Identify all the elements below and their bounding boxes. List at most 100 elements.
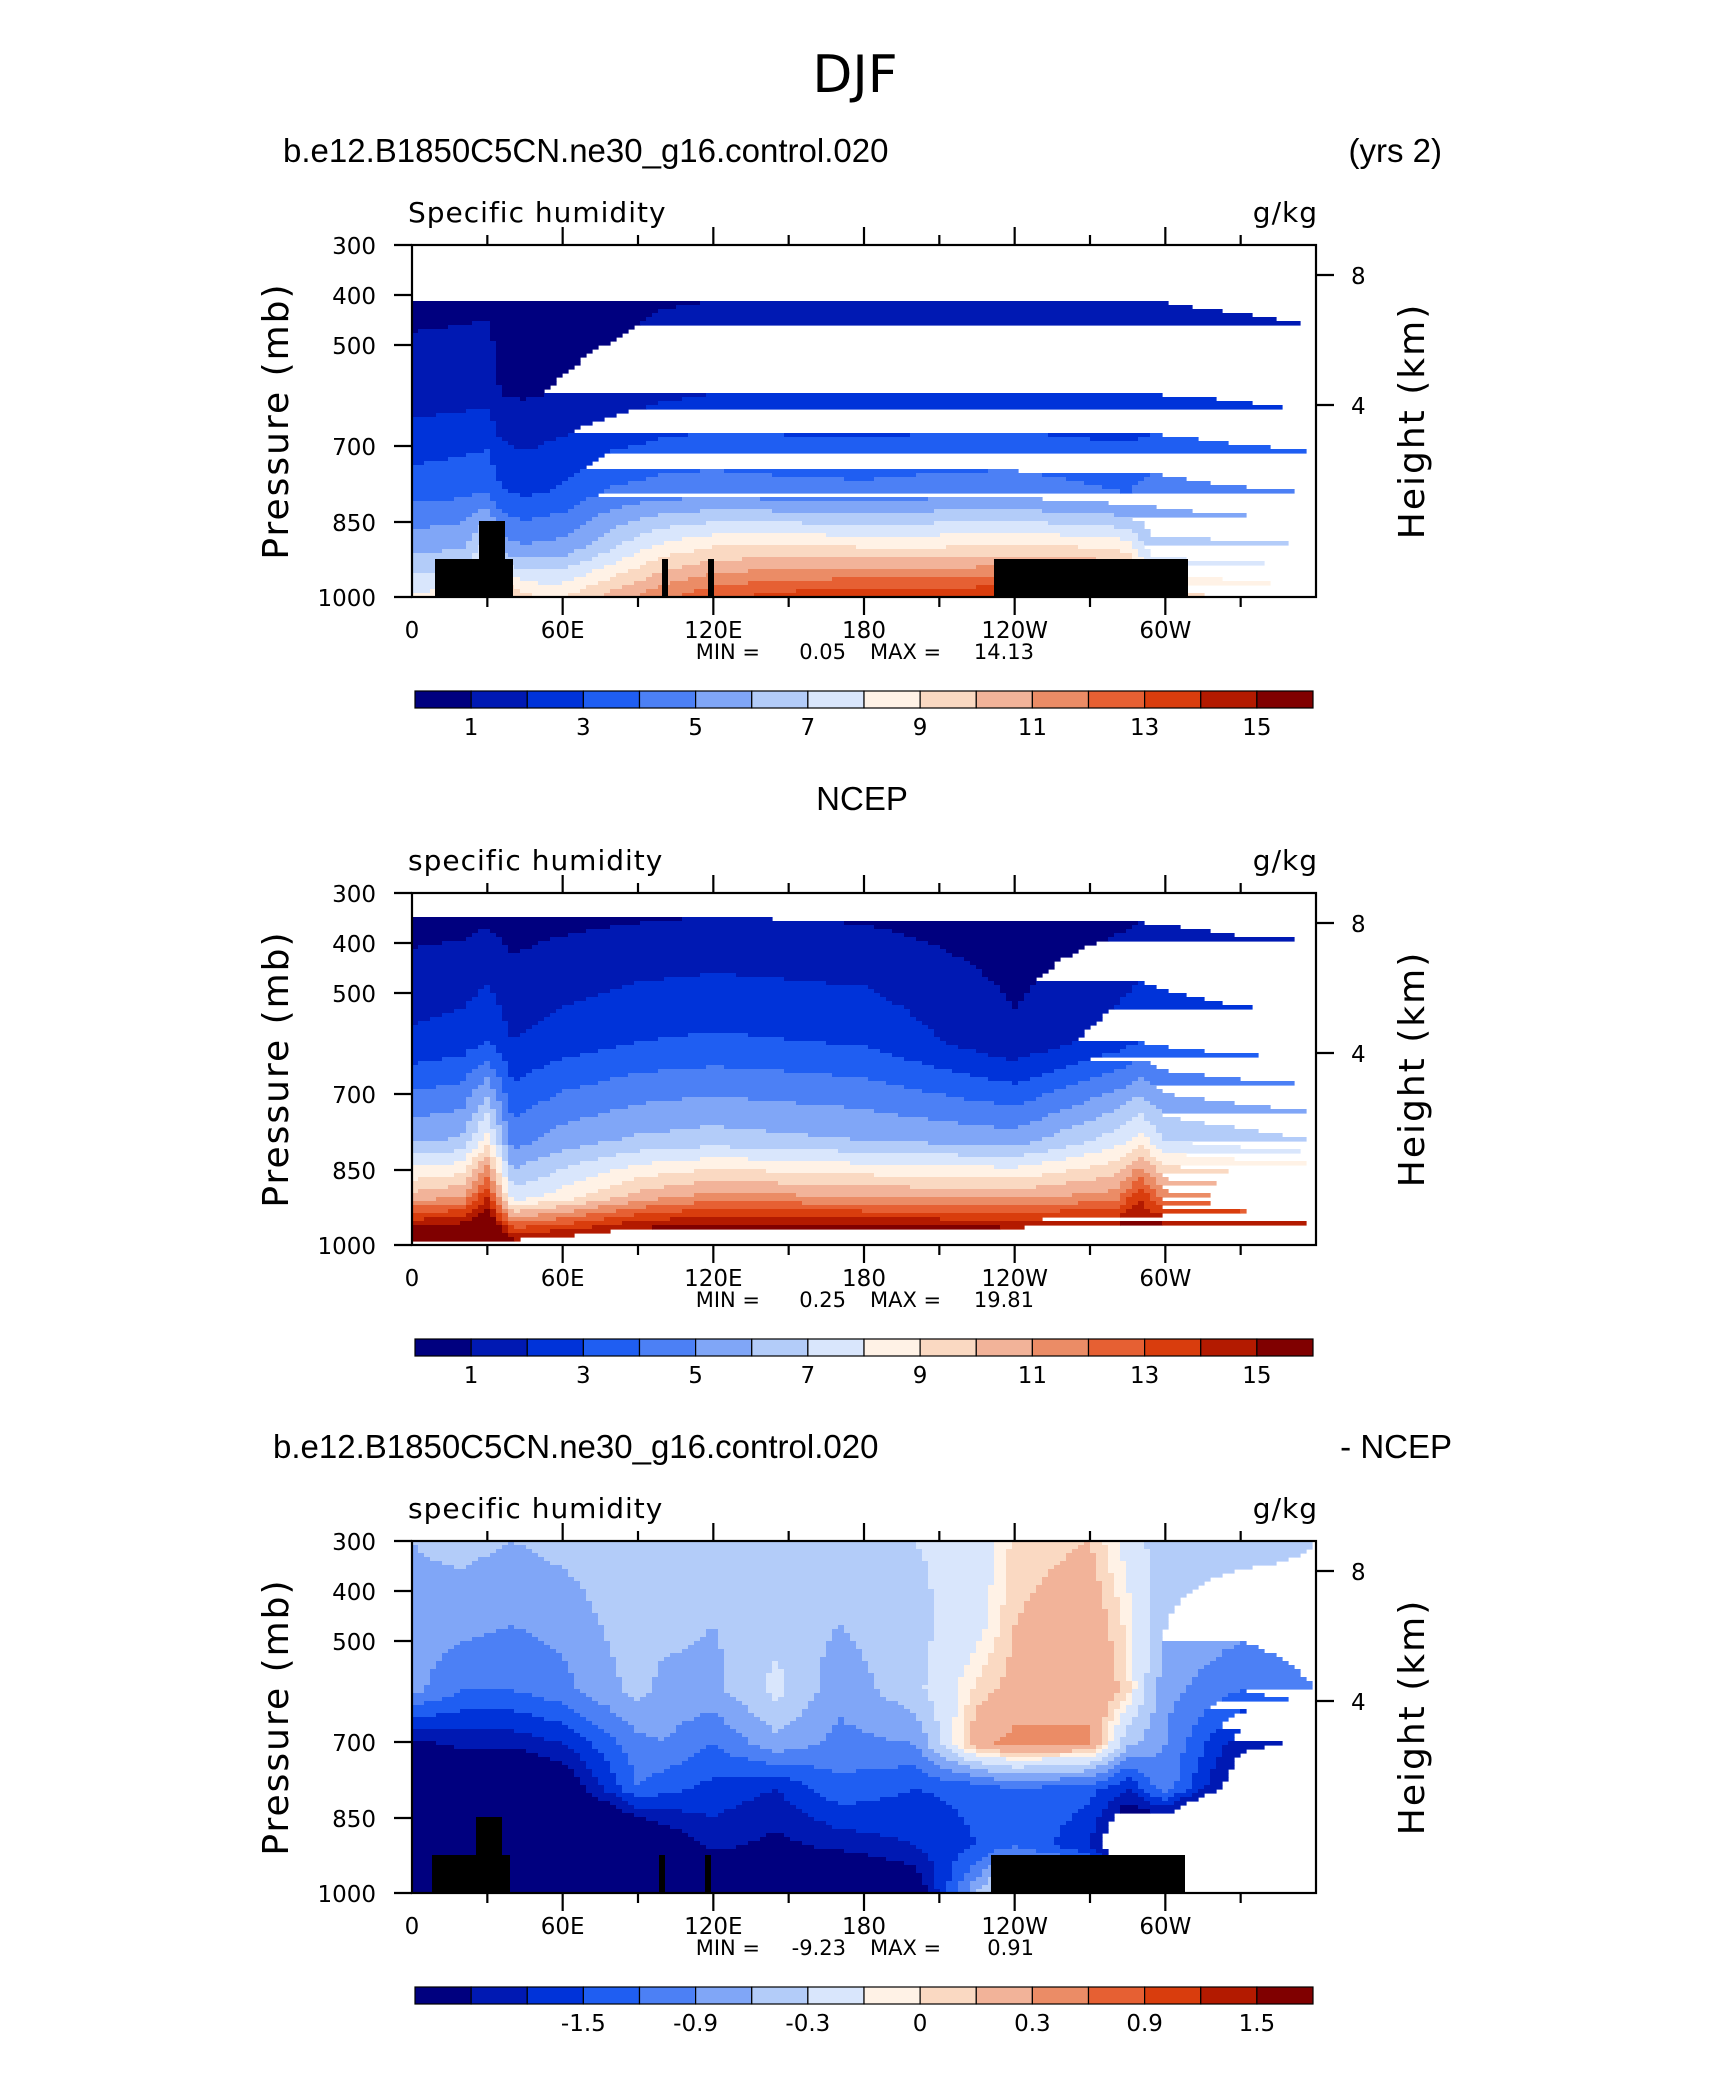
contour-cell	[1090, 1737, 1103, 1742]
contour-cell	[496, 1145, 503, 1150]
contour-cell	[880, 1689, 929, 1694]
y-tick-label: 1000	[317, 1882, 376, 1908]
contour-cell	[730, 1725, 773, 1730]
contour-cell	[454, 1645, 551, 1650]
contour-cell	[514, 1113, 521, 1118]
figure-title: DJF	[812, 45, 897, 105]
contour-cell	[508, 1201, 539, 1206]
contour-cell	[484, 1097, 491, 1102]
contour-cell	[514, 565, 569, 570]
contour-cell	[964, 1673, 983, 1678]
contour-cell	[514, 1145, 521, 1150]
contour-cell	[940, 1737, 953, 1742]
contour-cell	[1108, 1709, 1115, 1714]
contour-cell	[412, 517, 467, 522]
contour-cell	[532, 541, 593, 546]
contour-cell	[1108, 1565, 1127, 1570]
contour-cell	[904, 1705, 935, 1710]
contour-cell	[568, 1165, 629, 1170]
contour-cell	[844, 1717, 917, 1722]
contour-cell	[526, 1161, 581, 1166]
contour-cell	[412, 485, 503, 490]
contour-cell	[952, 1717, 965, 1722]
contour-cell	[1192, 1729, 1217, 1734]
contour-cell	[610, 1185, 665, 1190]
contour-cell	[694, 1181, 779, 1186]
contour-cell	[610, 1709, 749, 1714]
contour-cell	[496, 501, 581, 506]
contour-cell	[976, 1645, 995, 1650]
contour-cell	[1120, 1193, 1133, 1198]
contour-cell	[586, 1201, 629, 1206]
y-tick-label: 300	[332, 882, 376, 908]
contour-cell	[1054, 1841, 1091, 1846]
contour-cell	[1102, 1585, 1115, 1590]
contour-cell	[412, 1689, 425, 1694]
contour-cell	[466, 541, 485, 546]
contour-cell	[1108, 1621, 1121, 1626]
contour-cell	[658, 1665, 725, 1670]
contour-cell	[496, 1217, 503, 1222]
contour-cell	[412, 1581, 581, 1586]
contour-cell	[814, 1697, 887, 1702]
contour-cell	[550, 1561, 929, 1566]
contour-cell	[1120, 1205, 1133, 1210]
contour-cell	[1108, 1729, 1115, 1734]
contour-cell	[1060, 1209, 1127, 1214]
contour-cell	[904, 933, 1115, 938]
contour-cell	[946, 1041, 1073, 1046]
contour-cell	[832, 1725, 857, 1730]
contour-cell	[610, 529, 653, 534]
contour-cell	[622, 1717, 695, 1722]
contour-cell	[1036, 981, 1139, 986]
contour-cell	[1018, 1125, 1073, 1130]
contour-cell	[1138, 1041, 1145, 1046]
contour-cell	[448, 1649, 557, 1654]
contour-cell	[442, 1653, 563, 1658]
contour-cell	[1006, 1549, 1073, 1554]
contour-cell	[1144, 1733, 1169, 1738]
contour-cell	[532, 1141, 599, 1146]
contour-cell	[790, 1777, 941, 1782]
contour-cell	[994, 1689, 1121, 1694]
min-value: 0.05	[799, 640, 846, 664]
contour-cell	[1138, 1709, 1157, 1714]
contour-cell	[862, 1649, 929, 1654]
colorbar-swatch	[1087, 1338, 1146, 1357]
y-tick-label: 1000	[317, 1234, 376, 1260]
contour-cell	[502, 1545, 527, 1550]
contour-cell	[532, 1025, 929, 1030]
contour-cell	[1000, 1605, 1025, 1610]
contour-cell	[412, 961, 971, 966]
colorbar-swatch	[414, 1986, 472, 2005]
contour-cell	[1126, 1649, 1133, 1654]
contour-cell	[484, 1101, 491, 1106]
contour-cell	[466, 517, 497, 522]
contour-cell	[1108, 1745, 1121, 1750]
contour-cell	[1120, 997, 1205, 1002]
contour-cell	[724, 1809, 803, 1814]
contour-cell	[526, 1749, 575, 1754]
contour-cell	[844, 921, 1139, 926]
contour-cell	[430, 1557, 479, 1562]
contour-cell	[622, 1785, 695, 1790]
contour-cell	[784, 1069, 953, 1074]
contour-cell	[490, 337, 617, 342]
topography-mask	[708, 559, 714, 597]
contour-cell	[970, 1661, 989, 1666]
contour-cell	[1114, 1661, 1127, 1666]
contour-cell	[412, 317, 647, 322]
contour-cell	[580, 1053, 893, 1058]
contour-cell	[1006, 1665, 1115, 1670]
contour-cell	[1144, 1157, 1157, 1162]
x-tick-label: 0	[405, 1914, 420, 1940]
contour-cell	[1024, 1609, 1109, 1614]
contour-cell	[460, 1081, 485, 1086]
contour-cell	[1120, 1713, 1139, 1718]
topography-mask	[705, 1855, 711, 1893]
contour-cell	[412, 1109, 455, 1114]
contour-cell	[1150, 1625, 1169, 1630]
contour-cell	[1126, 1085, 1157, 1090]
contour-cell	[1198, 1769, 1211, 1774]
contour-cell	[412, 1729, 515, 1734]
